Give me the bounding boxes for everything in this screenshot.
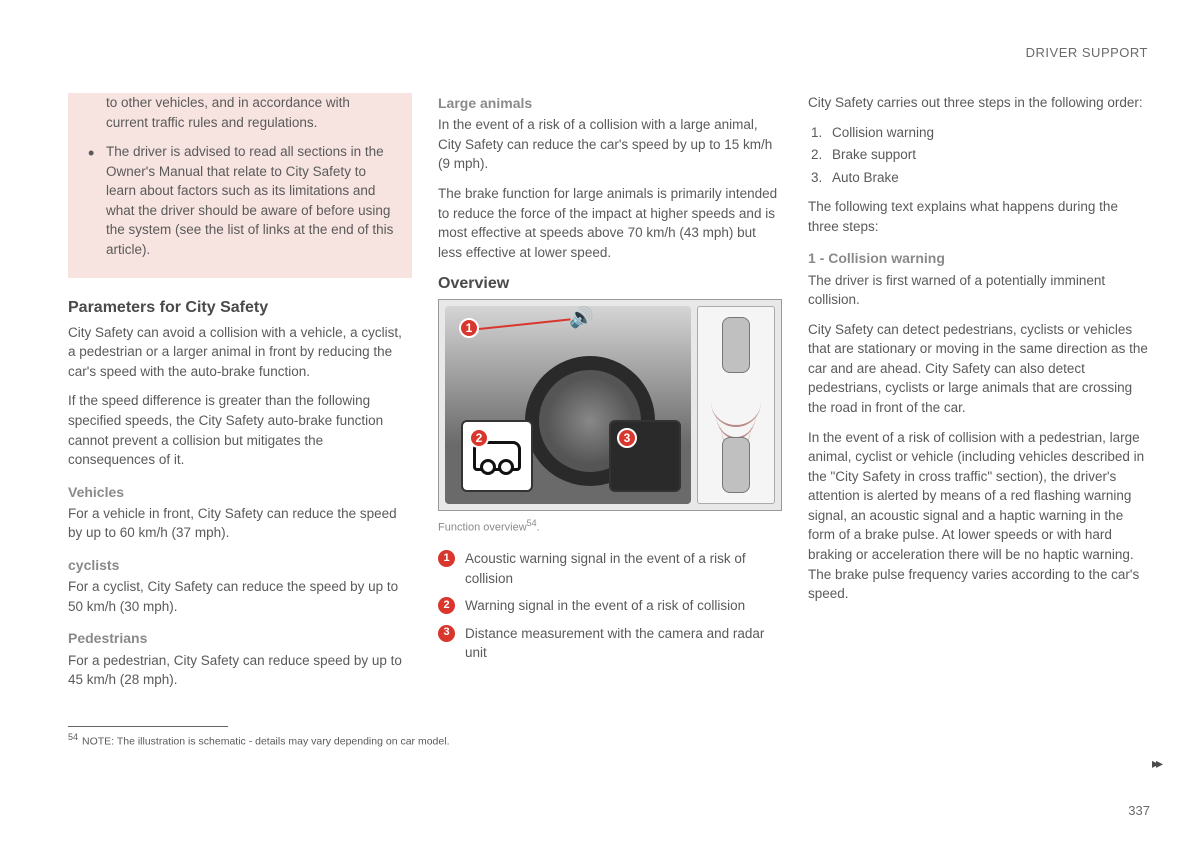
heading-overview: Overview bbox=[438, 272, 782, 295]
page-number: 337 bbox=[1128, 802, 1150, 821]
heading-cyclists: cyclists bbox=[68, 555, 412, 575]
overview-figure: 🔊 1 2 3 bbox=[438, 299, 782, 511]
steps-intro: City Safety carries out three steps in t… bbox=[808, 93, 1152, 113]
vehicles-p: For a vehicle in front, City Safety can … bbox=[68, 504, 412, 543]
car-top-front-icon bbox=[722, 317, 750, 373]
cw-p3: In the event of a risk of collision with… bbox=[808, 428, 1152, 604]
caption-text: Function overview bbox=[438, 522, 527, 534]
animals-p1: In the event of a risk of a collision wi… bbox=[438, 115, 782, 174]
legend-bullet-3: 3 bbox=[438, 625, 455, 642]
params-p2: If the speed difference is greater than … bbox=[68, 391, 412, 469]
footnote-text: NOTE: The illustration is schematic - de… bbox=[82, 735, 449, 747]
step-1: Collision warning bbox=[826, 123, 1152, 143]
animals-p2: The brake function for large animals is … bbox=[438, 184, 782, 262]
footnote-rule bbox=[68, 726, 228, 727]
figure-caption: Function overview54. bbox=[438, 517, 782, 537]
cw-p1: The driver is first warned of a potentia… bbox=[808, 271, 1152, 310]
params-p1: City Safety can avoid a collision with a… bbox=[68, 323, 412, 382]
legend-item-3: 3 Distance measurement with the camera a… bbox=[438, 624, 782, 663]
heading-parameters: Parameters for City Safety bbox=[68, 296, 412, 319]
column-3: City Safety carries out three steps in t… bbox=[808, 93, 1152, 700]
three-column-layout: to other vehicles, and in accordance wit… bbox=[68, 93, 1152, 700]
legend-text-2: Warning signal in the event of a risk of… bbox=[465, 596, 745, 616]
column-2: Large animals In the event of a risk of … bbox=[438, 93, 782, 700]
car-top-rear-icon bbox=[722, 437, 750, 493]
footnote: 54 NOTE: The illustration is schematic - … bbox=[68, 731, 1152, 750]
warning-continuation: to other vehicles, and in accordance wit… bbox=[106, 93, 394, 132]
legend-item-1: 1 Acoustic warning signal in the event o… bbox=[438, 549, 782, 588]
legend-text-3: Distance measurement with the camera and… bbox=[465, 624, 782, 663]
legend-text-1: Acoustic warning signal in the event of … bbox=[465, 549, 782, 588]
legend-bullet-1: 1 bbox=[438, 550, 455, 567]
cw-p2: City Safety can detect pedestrians, cycl… bbox=[808, 320, 1152, 418]
steps-after: The following text explains what happens… bbox=[808, 197, 1152, 236]
column-1: to other vehicles, and in accordance wit… bbox=[68, 93, 412, 700]
cyclists-p: For a cyclist, City Safety can reduce th… bbox=[68, 577, 412, 616]
radar-panel bbox=[697, 306, 775, 504]
footnote-num: 54 bbox=[68, 732, 78, 742]
pedestrians-p: For a pedestrian, City Safety can reduce… bbox=[68, 651, 412, 690]
continuation-arrow-icon: ▸▸ bbox=[1152, 753, 1160, 773]
caption-dot: . bbox=[537, 522, 540, 534]
caption-footnote-ref: 54 bbox=[527, 518, 537, 528]
legend-item-2: 2 Warning signal in the event of a risk … bbox=[438, 596, 782, 616]
heading-collision-warning: 1 - Collision warning bbox=[808, 248, 1152, 268]
legend-bullet-2: 2 bbox=[438, 597, 455, 614]
speaker-icon: 🔊 bbox=[569, 304, 594, 333]
steps-list: Collision warning Brake support Auto Bra… bbox=[808, 123, 1152, 188]
step-3: Auto Brake bbox=[826, 168, 1152, 188]
warning-bullet: The driver is advised to read all sectio… bbox=[106, 142, 394, 259]
step-2: Brake support bbox=[826, 145, 1152, 165]
section-header: DRIVER SUPPORT bbox=[1026, 44, 1148, 63]
heading-vehicles: Vehicles bbox=[68, 482, 412, 502]
heading-large-animals: Large animals bbox=[438, 93, 782, 113]
heading-pedestrians: Pedestrians bbox=[68, 628, 412, 648]
warning-box: to other vehicles, and in accordance wit… bbox=[68, 93, 412, 278]
